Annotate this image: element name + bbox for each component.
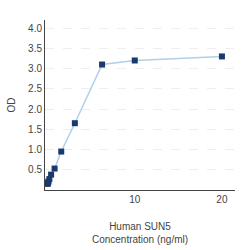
svg-text:2.0: 2.0 [28,104,42,115]
svg-text:20: 20 [216,194,228,205]
svg-text:0.5: 0.5 [28,164,42,175]
svg-text:2.5: 2.5 [28,83,42,94]
svg-text:3.0: 3.0 [28,63,42,74]
svg-text:Human SUN5Concentration (ng/ml: Human SUN5Concentration (ng/ml) [92,221,188,245]
svg-text:1.5: 1.5 [28,124,42,135]
svg-text:3.5: 3.5 [28,43,42,54]
svg-text:4.0: 4.0 [28,23,42,34]
svg-text:10: 10 [129,194,141,205]
svg-text:OD: OD [6,98,17,113]
svg-text:1.0: 1.0 [28,144,42,155]
